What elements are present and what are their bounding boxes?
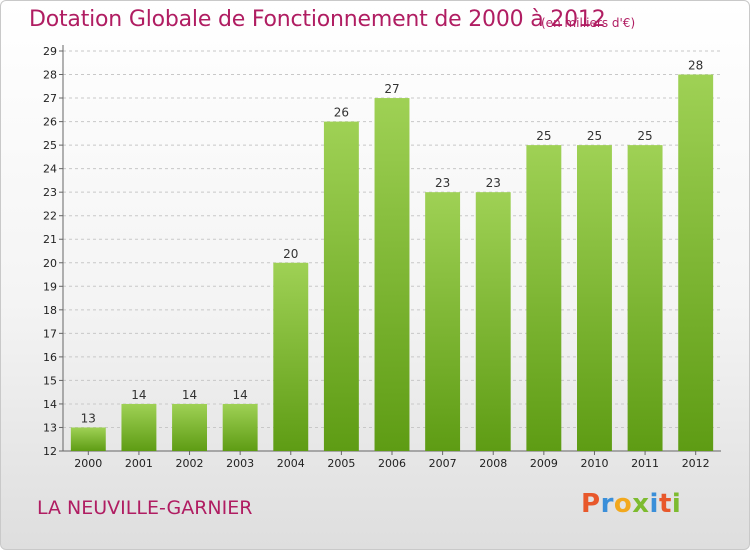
bar-2004 — [273, 262, 309, 451]
x-tick-label-2006: 2006 — [378, 457, 406, 470]
y-tick-label: 13 — [43, 421, 57, 434]
x-tick-label-2002: 2002 — [176, 457, 204, 470]
value-label-2001: 14 — [131, 388, 146, 402]
chart-title: Dotation Globale de Fonctionnement de 20… — [29, 7, 606, 32]
bar-2011 — [627, 145, 663, 451]
bars — [70, 74, 714, 452]
value-label-2004: 20 — [283, 247, 298, 261]
bar-2010 — [576, 145, 612, 451]
x-tick-label-2012: 2012 — [682, 457, 710, 470]
bar-2005 — [323, 121, 359, 452]
y-tick-label: 27 — [43, 92, 57, 105]
bar-2006 — [374, 98, 410, 451]
x-tick-label-2005: 2005 — [327, 457, 355, 470]
y-tick-label: 20 — [43, 257, 57, 270]
bar-2000 — [70, 427, 106, 451]
x-tick-label-2011: 2011 — [631, 457, 659, 470]
logo-letter: i — [671, 489, 682, 519]
y-tick-label: 23 — [43, 186, 57, 199]
y-tick-label: 26 — [43, 116, 57, 129]
bar-2002 — [172, 403, 208, 451]
y-tick-label: 18 — [43, 304, 57, 317]
axes: 12 13 14 15 16 17 18 19 20 21 22 23 24 25 26 27 28 29 2000… — [43, 45, 721, 470]
value-label-2009: 25 — [536, 129, 551, 143]
bar-2007 — [425, 192, 461, 452]
y-tick-label: 25 — [43, 139, 57, 152]
y-tick-label: 24 — [43, 163, 57, 176]
y-tick-label: 22 — [43, 210, 57, 223]
y-tick-label: 21 — [43, 233, 57, 246]
value-label-2003: 14 — [233, 388, 248, 402]
value-label-2000: 13 — [81, 411, 96, 425]
value-labels: 13 14 14 14 20 26 27 23 23 25 25 25 28 — [81, 59, 704, 426]
bar-2009 — [526, 145, 562, 451]
y-tick-label: 15 — [43, 374, 57, 387]
y-tick-label: 28 — [43, 69, 57, 82]
logo-letter: t — [658, 489, 672, 519]
x-tick-label-2000: 2000 — [74, 457, 102, 470]
value-label-2007: 23 — [435, 176, 450, 190]
chart-subtitle: (en milliers d'€) — [541, 16, 636, 30]
value-label-2002: 14 — [182, 388, 197, 402]
value-label-2006: 27 — [384, 82, 399, 96]
x-tick-label-2009: 2009 — [530, 457, 558, 470]
y-tick-label: 16 — [43, 351, 57, 364]
logo-letter: i — [649, 489, 659, 519]
x-tick-label-2001: 2001 — [125, 457, 153, 470]
bar-2012 — [678, 74, 714, 451]
bar-2003 — [222, 403, 258, 451]
logo-letter: P — [581, 489, 601, 519]
commune-name: LA NEUVILLE-GARNIER — [37, 497, 253, 519]
value-label-2005: 26 — [334, 106, 349, 120]
logo-letter: o — [613, 489, 633, 519]
value-label-2008: 23 — [486, 176, 501, 190]
proxiti-logo[interactable]: Proxiti — [581, 489, 681, 519]
x-tick-label-2007: 2007 — [429, 457, 457, 470]
y-tick-label: 14 — [43, 398, 57, 411]
y-tick-label: 12 — [43, 445, 57, 458]
y-tick-label: 19 — [43, 280, 57, 293]
x-tick-label-2004: 2004 — [277, 457, 305, 470]
x-tick-label-2003: 2003 — [226, 457, 254, 470]
bar-2001 — [121, 403, 157, 451]
x-tick-label-2010: 2010 — [580, 457, 608, 470]
y-tick-label: 17 — [43, 327, 57, 340]
bar-2008 — [475, 192, 511, 452]
value-label-2011: 25 — [637, 129, 652, 143]
logo-letter: r — [600, 489, 614, 519]
y-tick-label: 29 — [43, 45, 57, 58]
value-label-2010: 25 — [587, 129, 602, 143]
x-tick-label-2008: 2008 — [479, 457, 507, 470]
value-label-2012: 28 — [688, 59, 703, 73]
logo-letter: x — [632, 489, 650, 519]
